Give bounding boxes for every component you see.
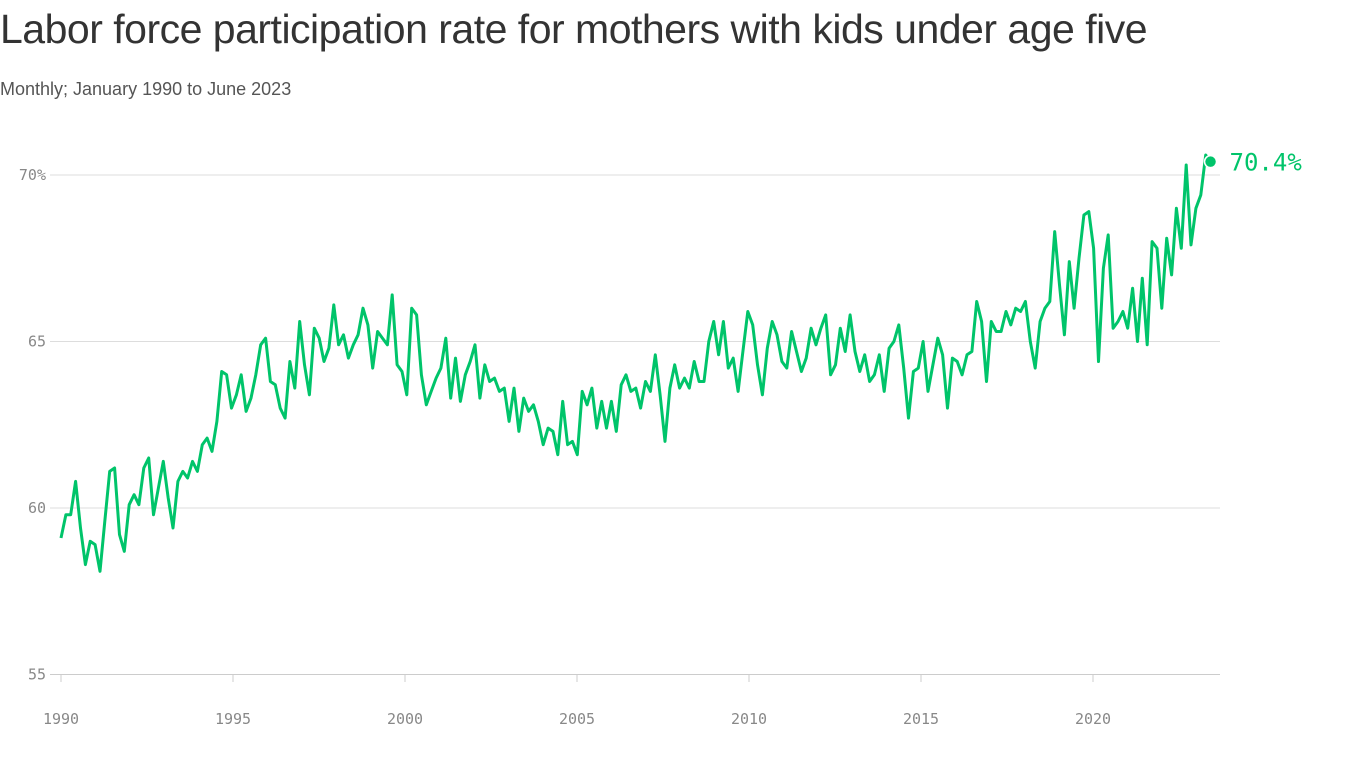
chart-subtitle: Monthly; January 1990 to June 2023 — [0, 79, 292, 99]
x-tick-label: 2020 — [1075, 710, 1111, 728]
end-value-label: 70.4% — [1230, 149, 1303, 177]
x-tick-label: 2000 — [387, 710, 423, 728]
y-tick-label: 70% — [19, 166, 46, 184]
x-tick-label: 1995 — [215, 710, 251, 728]
chart-title: Labor force participation rate for mothe… — [0, 6, 1148, 52]
y-tick-label: 60 — [28, 499, 46, 517]
x-tick-label: 1990 — [43, 710, 79, 728]
x-tick-label: 2015 — [903, 710, 939, 728]
x-tick-label: 2010 — [731, 710, 767, 728]
y-tick-label: 55 — [28, 666, 46, 684]
x-tick-label: 2005 — [559, 710, 595, 728]
end-point-marker — [1203, 154, 1218, 169]
series-line — [59, 153, 1212, 573]
y-tick-label: 65 — [28, 333, 46, 351]
